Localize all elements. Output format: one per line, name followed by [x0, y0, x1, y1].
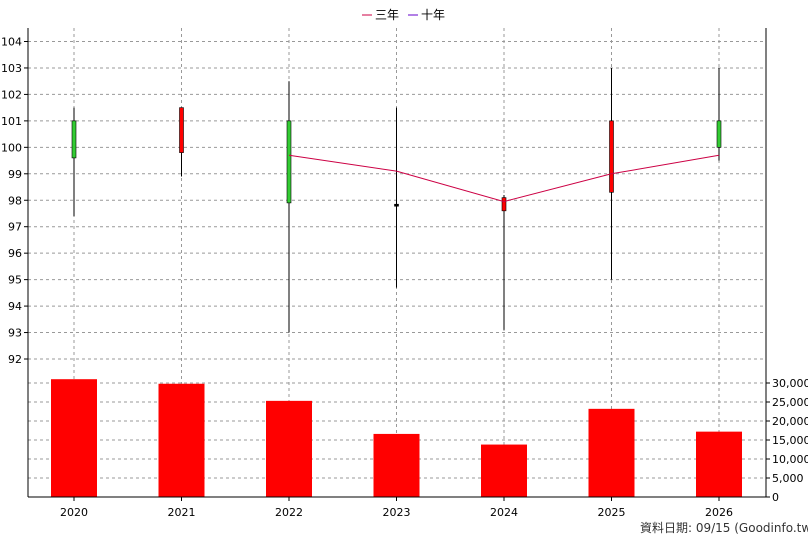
volume-bar-2024 — [481, 444, 527, 497]
price-y-tick-label: 103 — [1, 62, 22, 75]
volume-y-tick-label: 5,000 — [772, 472, 804, 485]
x-tick-label-2026: 2026 — [705, 506, 733, 519]
candle-body-2022 — [286, 120, 292, 204]
volume-panel: 0 5,000 10,000 15,000 20,000 25,000 30,000 — [28, 377, 808, 504]
legend-label-10y: 十年 — [421, 8, 445, 22]
candle-body-2023 — [394, 203, 399, 207]
three-year-average-line — [288, 154, 720, 203]
price-y-tick-label: 100 — [1, 141, 22, 154]
x-tick-label-2025: 2025 — [598, 506, 626, 519]
volume-y-tick-label: 15,000 — [772, 434, 808, 447]
x-tick-label-2021: 2021 — [168, 506, 196, 519]
price-y-tick-label: 92 — [8, 353, 22, 366]
volume-bar-2023 — [373, 433, 420, 497]
volume-bars — [51, 379, 742, 497]
price-panel: 92 93 94 95 96 97 98 99 100 101 102 103 104 — [1, 28, 766, 497]
volume-y-tick-label: 0 — [772, 491, 779, 504]
volume-y-tick-label: 10,000 — [772, 453, 808, 466]
volume-bar-2021 — [158, 383, 205, 497]
volume-y-axis: 0 5,000 10,000 15,000 20,000 25,000 30,000 — [766, 377, 808, 504]
price-y-tick-label: 104 — [1, 36, 22, 49]
price-y-axis: 92 93 94 95 96 97 98 99 100 101 102 103 104 — [1, 36, 28, 366]
price-candles — [71, 67, 722, 333]
candle-body-2024 — [501, 197, 507, 212]
volume-y-tick-label: 30,000 — [772, 377, 808, 390]
volume-bar-2026 — [696, 431, 742, 497]
price-y-tick-label: 97 — [8, 221, 22, 234]
candle-body-2025 — [609, 120, 614, 193]
x-tick-label-2023: 2023 — [383, 506, 411, 519]
candle-body-2020 — [71, 120, 77, 159]
price-y-tick-label: 94 — [8, 300, 22, 313]
x-tick-label-2024: 2024 — [490, 506, 518, 519]
price-y-tick-label: 99 — [8, 168, 22, 181]
candle-body-2026 — [716, 120, 722, 148]
volume-y-tick-label: 20,000 — [772, 415, 808, 428]
price-y-tick-label: 95 — [8, 274, 22, 287]
price-y-tick-label: 102 — [1, 88, 22, 101]
legend: 三年 十年 — [362, 8, 445, 22]
x-axis: 2020 2021 2022 2023 2024 2025 2026 — [60, 497, 733, 519]
x-tick-label-2020: 2020 — [60, 506, 88, 519]
x-tick-label-2022: 2022 — [275, 506, 303, 519]
volume-y-tick-label: 25,000 — [772, 396, 808, 409]
volume-bar-2025 — [588, 408, 635, 497]
price-y-tick-label: 93 — [8, 327, 22, 340]
source-note: 資料日期: 09/15 (Goodinfo.tw) — [640, 521, 808, 535]
volume-bar-2020 — [51, 379, 97, 497]
volume-bar-2022 — [266, 400, 312, 497]
candle-body-2021 — [179, 107, 184, 153]
legend-label-3y: 三年 — [375, 8, 399, 22]
price-y-tick-label: 98 — [8, 194, 22, 207]
price-y-tick-label: 101 — [1, 115, 22, 128]
price-y-tick-label: 96 — [8, 247, 22, 260]
